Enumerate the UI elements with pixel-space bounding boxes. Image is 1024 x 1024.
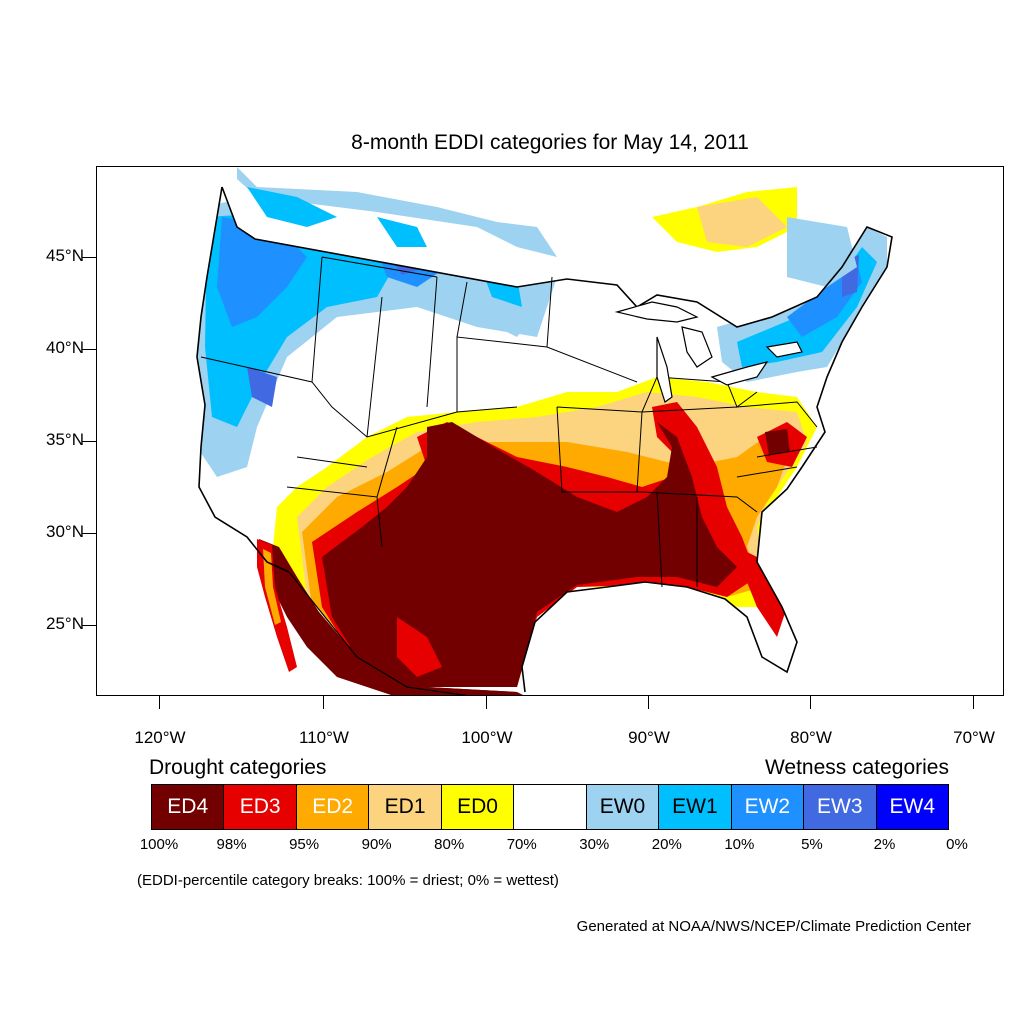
- legend-break-label: 100%: [139, 836, 179, 853]
- legend-cell-ed0: ED0: [441, 785, 515, 829]
- legend-cell-ed2: ED2: [296, 785, 370, 829]
- lon-label: 70°W: [953, 728, 995, 747]
- legend-break-label: 2%: [873, 836, 896, 853]
- lon-tick: [486, 696, 487, 709]
- lat-label: 35°N: [46, 430, 84, 449]
- lat-tick: [82, 257, 96, 258]
- lat-label: 40°N: [46, 338, 84, 357]
- mexico-fill: [257, 539, 523, 695]
- eddi-map-canvas: [196, 167, 893, 695]
- lat-tick: [82, 349, 96, 350]
- legend-cell-ew1: EW1: [659, 785, 732, 829]
- credit-text: Generated at NOAA/NWS/NCEP/Climate Predi…: [576, 918, 971, 935]
- lon-tick: [973, 696, 974, 709]
- legend-break-label: 10%: [724, 836, 755, 853]
- legend-break-label: 80%: [434, 836, 465, 853]
- drought-heading: Drought categories: [149, 756, 327, 779]
- lon-label: 110°W: [299, 728, 349, 747]
- legend-break-label: 0%: [946, 836, 968, 853]
- lon-tick: [159, 696, 160, 709]
- lat-label: 30°N: [46, 522, 84, 541]
- great-lakes: [614, 301, 803, 403]
- lon-tick: [810, 696, 811, 709]
- lat-tick: [82, 441, 96, 442]
- lat-tick: [82, 533, 96, 534]
- lat-tick: [82, 625, 96, 626]
- lon-label: 80°W: [790, 728, 832, 747]
- legend-cell-ew0: EW0: [586, 785, 660, 829]
- legend-cell-normal: [514, 785, 587, 829]
- map-title: 8-month EDDI categories for May 14, 2011: [351, 131, 749, 154]
- legend-cell-ew3: EW3: [804, 785, 877, 829]
- lon-label: 100°W: [461, 728, 513, 747]
- lat-label: 45°N: [46, 246, 84, 265]
- legend-break-label: 70%: [506, 836, 537, 853]
- legend-break-label: 5%: [801, 836, 823, 853]
- legend-cell-ed4: ED4: [152, 785, 225, 829]
- lon-label: 120°W: [134, 728, 186, 747]
- wetness-heading: Wetness categories: [764, 756, 949, 779]
- lon-tick: [323, 696, 324, 709]
- legend-break-label: 90%: [361, 836, 392, 853]
- land-fill: [197, 187, 892, 695]
- lat-label: 25°N: [46, 614, 84, 633]
- legend-break-label: 20%: [651, 836, 682, 853]
- eddi-map: [96, 166, 1004, 696]
- legend-cell-ew4: EW4: [876, 785, 948, 829]
- legend-cell-ed3: ED3: [224, 785, 297, 829]
- category-note: (EDDI-percentile category breaks: 100% =…: [137, 872, 559, 889]
- legend-bar: ED4 ED3 ED2 ED1 ED0 EW0 EW1 EW2 EW3 EW4: [151, 784, 949, 830]
- legend-break-label: 30%: [579, 836, 610, 853]
- legend-break-label: 98%: [216, 836, 247, 853]
- lon-label: 90°W: [628, 728, 670, 747]
- legend-cell-ew2: EW2: [731, 785, 805, 829]
- legend-cell-ed1: ED1: [369, 785, 442, 829]
- lon-tick: [648, 696, 649, 709]
- legend-break-label: 95%: [289, 836, 320, 853]
